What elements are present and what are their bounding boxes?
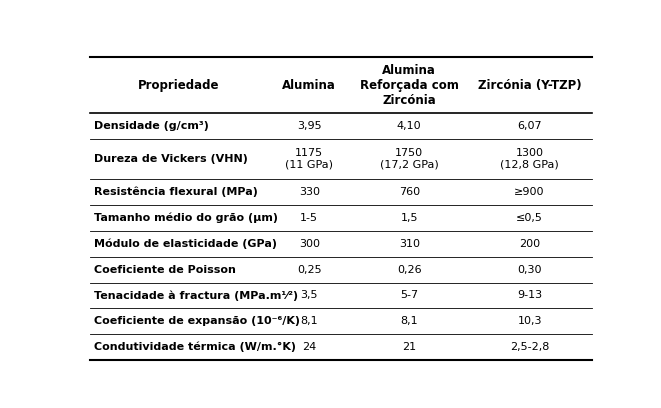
Text: Condutividade térmica (W/m.°K): Condutividade térmica (W/m.°K) [95,342,296,353]
Text: 0,30: 0,30 [518,265,542,275]
Text: 1175
(11 GPa): 1175 (11 GPa) [286,149,333,170]
Text: Resistência flexural (MPa): Resistência flexural (MPa) [95,187,258,197]
Text: 4,10: 4,10 [397,121,422,131]
Text: Tamanho médio do grão (μm): Tamanho médio do grão (μm) [95,213,278,223]
Text: 8,1: 8,1 [401,316,418,326]
Text: 2,5-2,8: 2,5-2,8 [510,342,549,352]
Text: 6,07: 6,07 [518,121,542,131]
Text: 3,95: 3,95 [297,121,322,131]
Text: Alumina
Reforçada com
Zircónia: Alumina Reforçada com Zircónia [360,64,459,106]
Text: Zircónia (Y-TZP): Zircónia (Y-TZP) [478,79,582,91]
Text: 10,3: 10,3 [518,316,542,326]
Text: 8,1: 8,1 [301,316,318,326]
Text: 0,26: 0,26 [397,265,422,275]
Text: Coeficiente de Poisson: Coeficiente de Poisson [95,265,236,275]
Text: 300: 300 [299,239,320,249]
Text: 1300
(12,8 GPa): 1300 (12,8 GPa) [500,149,559,170]
Text: 760: 760 [399,187,420,197]
Text: Tabela  1 - Propriedades físicas da  alumina, alumina reforçada  com zircónia  e: Tabela 1 - Propriedades físicas da alumi… [64,38,613,47]
Text: 310: 310 [399,239,420,249]
Text: 1-5: 1-5 [300,213,319,223]
Text: 9-13: 9-13 [517,290,542,300]
Text: Propriedade: Propriedade [138,79,219,91]
Text: 5-7: 5-7 [400,290,418,300]
Text: Densidade (g/cm³): Densidade (g/cm³) [95,121,210,131]
Text: 21: 21 [402,342,416,352]
Text: 330: 330 [299,187,320,197]
Text: 200: 200 [519,239,540,249]
Text: 1,5: 1,5 [401,213,418,223]
Text: ≥900: ≥900 [514,187,545,197]
Text: Alumina: Alumina [282,79,336,91]
Text: ≤0,5: ≤0,5 [516,213,543,223]
Text: Módulo de elasticidade (GPa): Módulo de elasticidade (GPa) [95,239,278,249]
Text: Coeficiente de expansão (10⁻⁶/K): Coeficiente de expansão (10⁻⁶/K) [95,316,300,326]
Text: 0,25: 0,25 [297,265,322,275]
Text: Tenacidade à fractura (MPa.m¹⁄²): Tenacidade à fractura (MPa.m¹⁄²) [95,290,299,301]
Text: Dureza de Vickers (VHN): Dureza de Vickers (VHN) [95,154,249,164]
Text: 1750
(17,2 GPa): 1750 (17,2 GPa) [380,149,439,170]
Text: 3,5: 3,5 [301,290,318,300]
Text: 24: 24 [302,342,317,352]
